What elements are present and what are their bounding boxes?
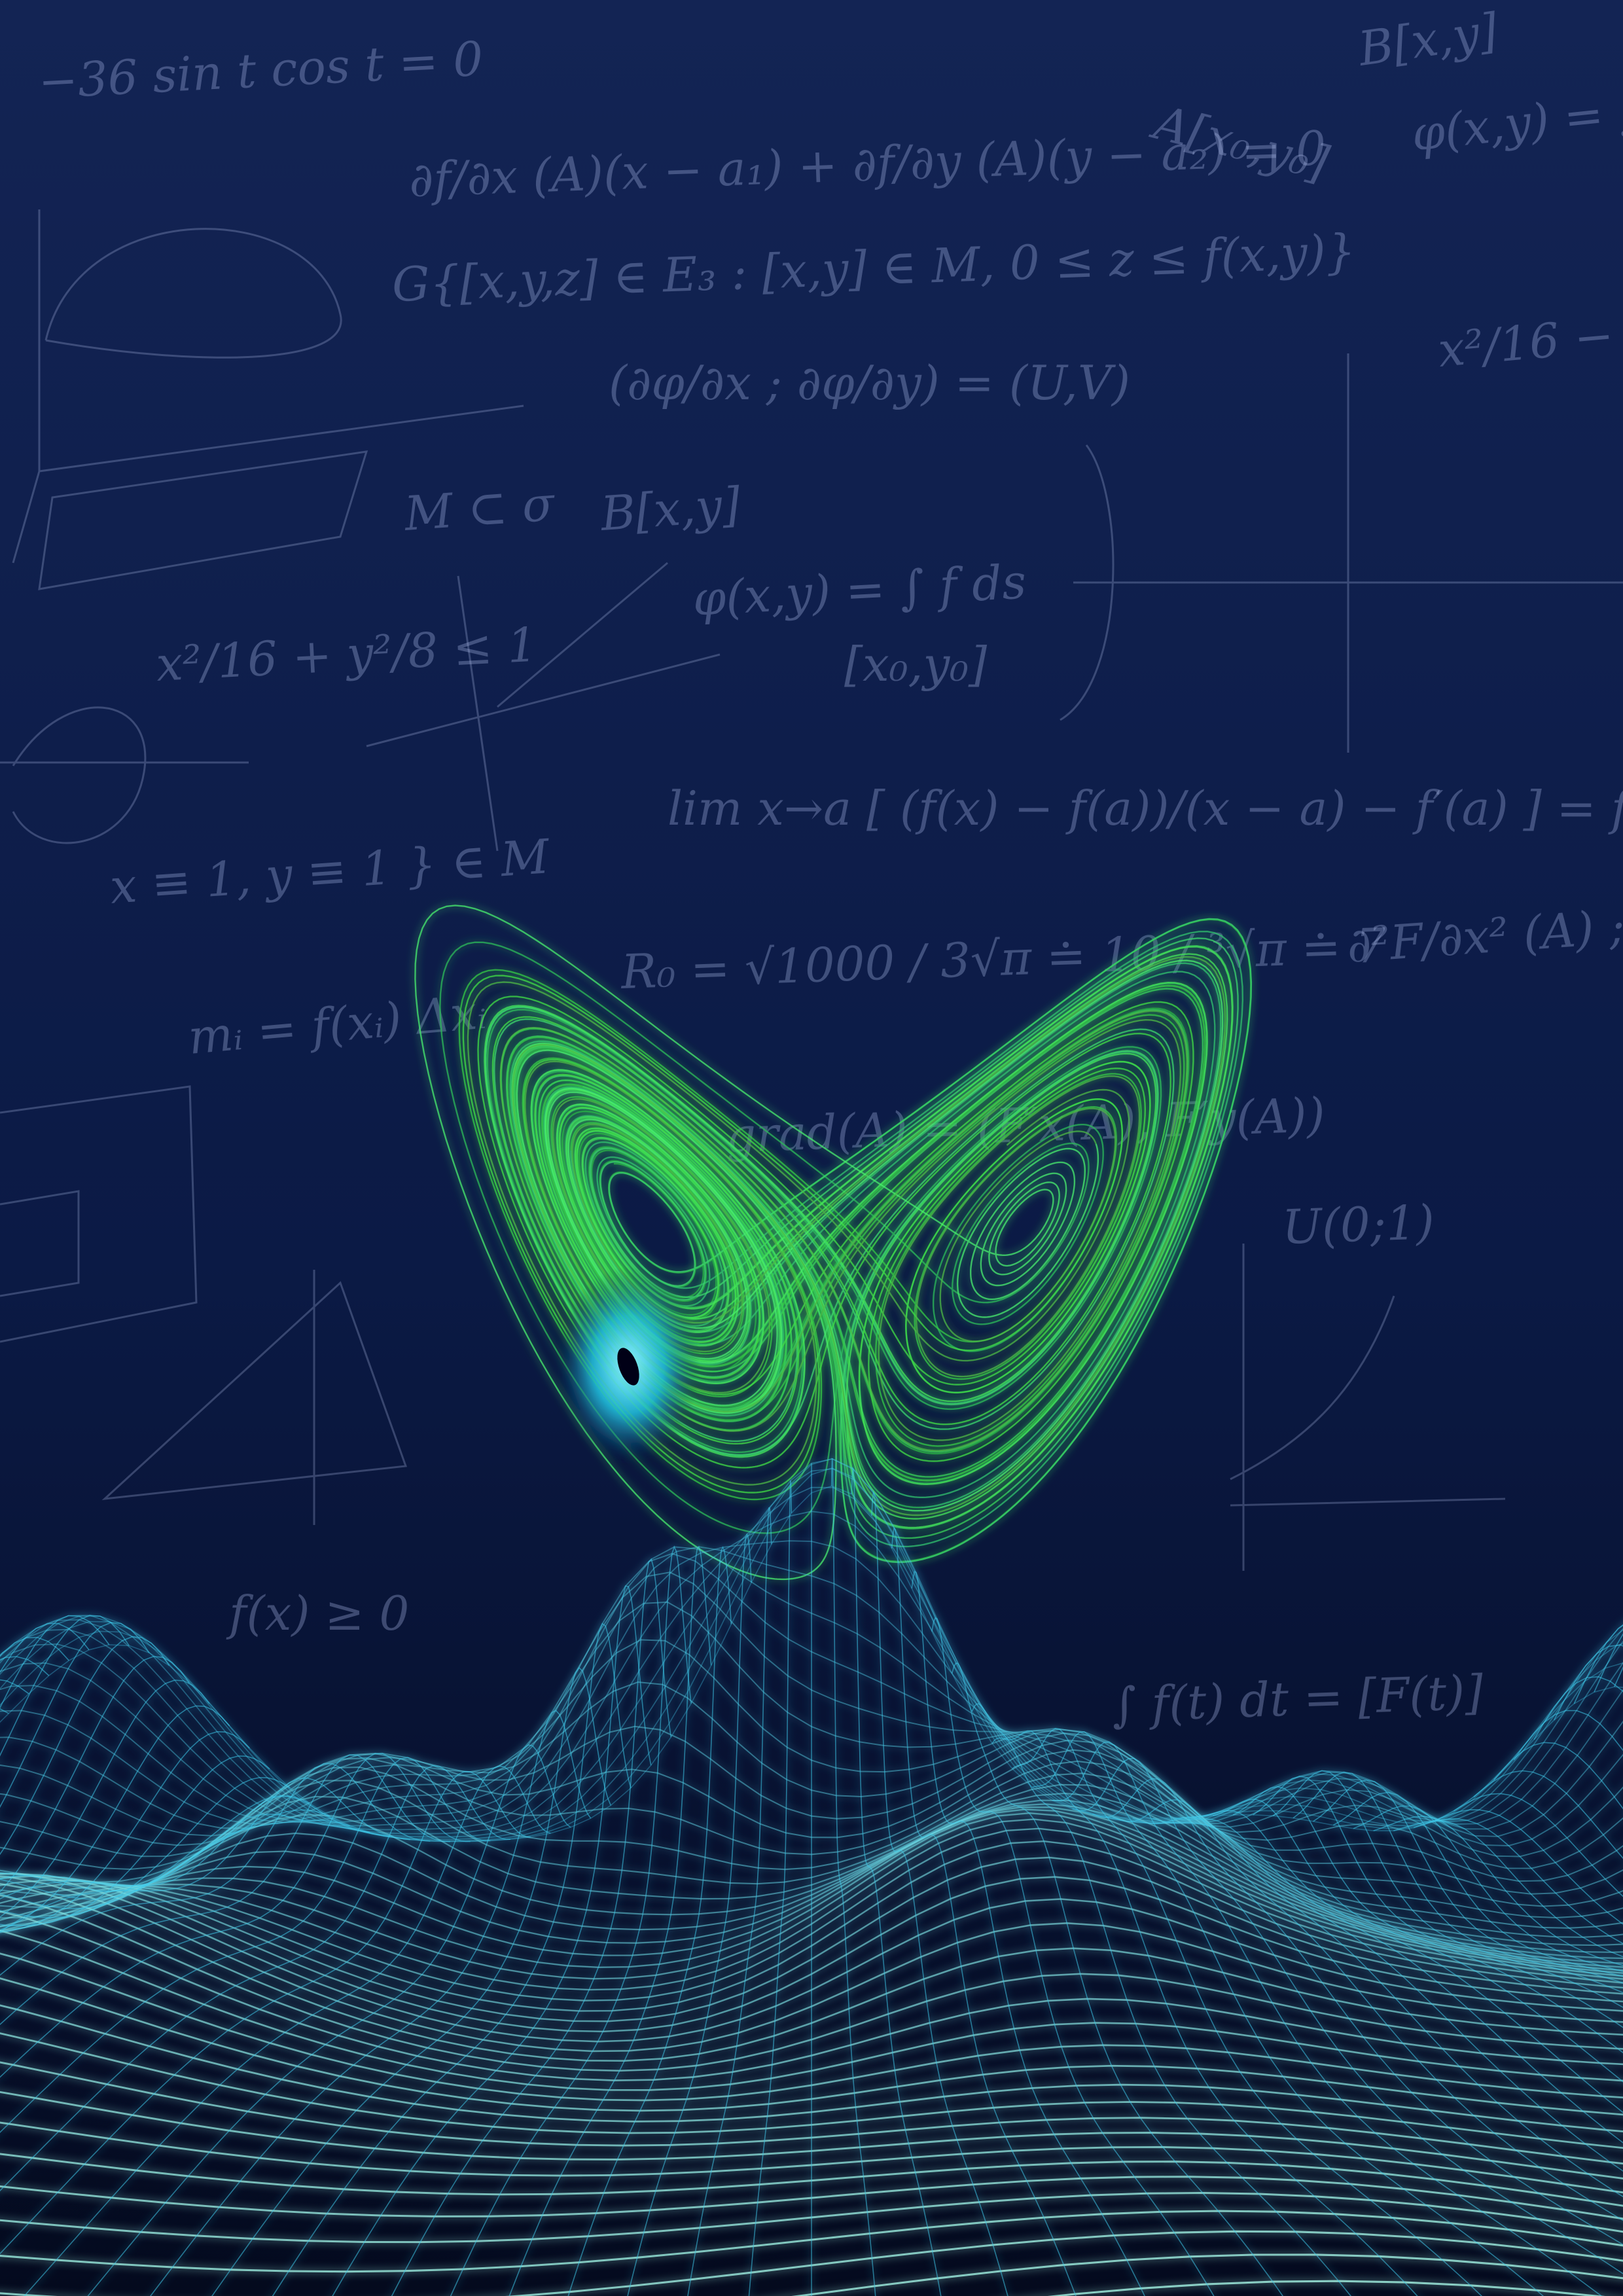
terrain-column bbox=[1313, 1779, 1623, 1984]
terrain-column bbox=[1473, 1770, 1623, 1859]
terrain-column bbox=[0, 1755, 270, 1927]
terrain-column bbox=[851, 1466, 942, 2296]
terrain-column bbox=[1072, 1757, 1623, 2274]
math-note: ∫ f(t) dt = [F(t)] bbox=[1111, 1664, 1485, 1732]
terrain-column bbox=[1453, 1793, 1623, 1897]
terrain-column bbox=[1172, 1817, 1623, 2144]
terrain-column bbox=[748, 1480, 793, 2296]
math-note: f(x) ≥ 0 bbox=[226, 1586, 409, 1641]
terrain-column bbox=[391, 1558, 672, 2296]
terrain-column bbox=[1152, 1818, 1623, 2172]
terrain-column bbox=[87, 1744, 571, 2296]
terrain-column bbox=[0, 1795, 391, 1900]
sketch-hyperbola bbox=[1060, 353, 1623, 753]
attractor-trail bbox=[484, 946, 1234, 1529]
attractor-trail bbox=[467, 956, 1226, 1516]
terrain-column bbox=[1493, 1742, 1623, 1810]
terrain-column bbox=[1393, 1820, 1623, 1958]
wireframe-terrain bbox=[0, 1458, 1623, 2296]
terrain-column bbox=[931, 1617, 1215, 2296]
terrain-column bbox=[1032, 1731, 1544, 2296]
terrain-column bbox=[0, 1705, 230, 1931]
terrain-column bbox=[1332, 1791, 1623, 1977]
attractor-trail bbox=[462, 975, 1194, 1494]
terrain-column bbox=[1192, 1810, 1623, 2113]
terrain-column bbox=[627, 1533, 752, 2296]
sketch-cube bbox=[0, 1085, 198, 1343]
terrain-column bbox=[871, 1490, 1008, 2296]
sketch-pyramid bbox=[101, 1244, 1506, 1571]
sketch-axes bbox=[366, 562, 721, 852]
terrain-column bbox=[1052, 1741, 1603, 2296]
terrain-column bbox=[332, 1585, 652, 2296]
terrain-column bbox=[687, 1507, 772, 2296]
terrain-column bbox=[1012, 1728, 1483, 2296]
terrain-column bbox=[830, 1458, 876, 2296]
terrain-column bbox=[1213, 1799, 1623, 2083]
terrain-column bbox=[1253, 1775, 1623, 2028]
terrain-column bbox=[1092, 1778, 1623, 2246]
terrain-column bbox=[508, 1545, 712, 2296]
terrain-column bbox=[0, 1814, 370, 1887]
math-note: (∂φ/∂x ; ∂φ/∂y) = (U,V) bbox=[609, 355, 1130, 410]
attractor-eye bbox=[617, 1348, 639, 1386]
terrain-column bbox=[0, 1820, 350, 1892]
terrain-column bbox=[0, 1753, 471, 2078]
terrain-column bbox=[0, 1754, 451, 2026]
terrain-column bbox=[911, 1570, 1145, 2296]
sketch-3d-axes bbox=[12, 209, 524, 590]
terrain-column bbox=[0, 1763, 431, 1976]
terrain-column bbox=[1513, 1710, 1623, 1761]
terrain-column bbox=[0, 1656, 190, 1893]
terrain-column bbox=[1112, 1799, 1623, 2221]
terrain-column bbox=[24, 1765, 551, 2296]
attractor-trail bbox=[414, 905, 1224, 1581]
terrain-column bbox=[1373, 1816, 1623, 1966]
terrain-column bbox=[1272, 1770, 1623, 2008]
terrain-column bbox=[0, 1771, 531, 2255]
terrain-column bbox=[0, 1777, 410, 1933]
terrain-column bbox=[450, 1545, 692, 2296]
terrain-column bbox=[891, 1526, 1077, 2296]
terrain-column bbox=[0, 1757, 491, 2134]
terrain-column bbox=[0, 1777, 291, 1918]
terrain-column bbox=[0, 1809, 330, 1900]
terrain-column bbox=[0, 1615, 110, 1709]
terrain-column bbox=[0, 1795, 310, 1909]
terrain-column bbox=[0, 1615, 130, 1757]
terrain-column bbox=[0, 1622, 150, 1808]
math-note: B[x,y] bbox=[597, 476, 743, 541]
terrain-column bbox=[1293, 1771, 1623, 1994]
terrain-column bbox=[0, 1636, 170, 1856]
terrain-column bbox=[1433, 1809, 1623, 1925]
terrain-column bbox=[0, 1679, 210, 1918]
attractor-trail bbox=[500, 944, 1234, 1539]
math-note: M ⊂ σ bbox=[401, 476, 557, 541]
terrain-column bbox=[211, 1666, 612, 2296]
terrain-column bbox=[0, 1765, 511, 2192]
terrain-column bbox=[971, 1703, 1352, 2296]
sketch-ellipse bbox=[0, 706, 249, 844]
terrain-column bbox=[951, 1662, 1284, 2296]
terrain-column bbox=[1413, 1818, 1623, 1945]
math-note: lim x→a [ (f(x) − f(a))/(x − a) − f′(a) … bbox=[668, 781, 1623, 836]
terrain-column bbox=[149, 1710, 592, 2296]
terrain-column bbox=[272, 1623, 632, 2296]
sketches bbox=[0, 209, 1623, 1571]
math-note: [x₀,y₀] bbox=[844, 637, 988, 692]
math-note: U(0;1) bbox=[1281, 1194, 1436, 1255]
terrain-column bbox=[0, 1731, 250, 1933]
terrain-column bbox=[991, 1730, 1418, 2296]
lorenz-attractor bbox=[414, 905, 1253, 1581]
terrain-column bbox=[567, 1546, 732, 2296]
